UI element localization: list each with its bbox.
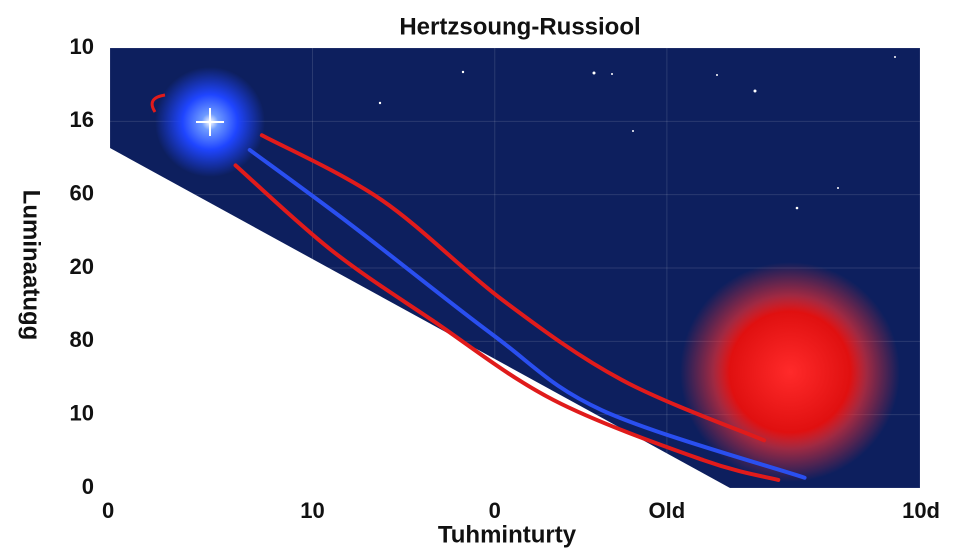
y-tick-label: 80 xyxy=(70,327,94,352)
y-tick-label: 20 xyxy=(70,254,94,279)
x-tick-label: 10d xyxy=(902,498,940,523)
red-mark xyxy=(150,93,166,113)
y-tick-label: 10 xyxy=(70,34,94,59)
x-tick-label: 0 xyxy=(489,498,501,523)
y-tick-label: 10 xyxy=(70,400,94,425)
series-line xyxy=(247,147,807,480)
series-line xyxy=(259,133,767,443)
white-region xyxy=(110,148,730,488)
x-axis-label: Tuhminturty xyxy=(438,521,577,548)
series-line xyxy=(233,163,781,482)
y-tick-label: 60 xyxy=(70,180,94,205)
y-tick-label: 0 xyxy=(82,474,94,499)
stars xyxy=(378,56,896,210)
chart-title: Hertzsoung-Russiool xyxy=(399,13,640,40)
star-sparkle xyxy=(196,108,224,136)
x-tick-label: Old xyxy=(649,498,686,523)
x-tick-label: 0 xyxy=(102,498,114,523)
y-axis-label: Luminaatugg xyxy=(18,190,45,341)
y-tick-label: 16 xyxy=(70,107,94,132)
x-tick-label: 10 xyxy=(300,498,324,523)
